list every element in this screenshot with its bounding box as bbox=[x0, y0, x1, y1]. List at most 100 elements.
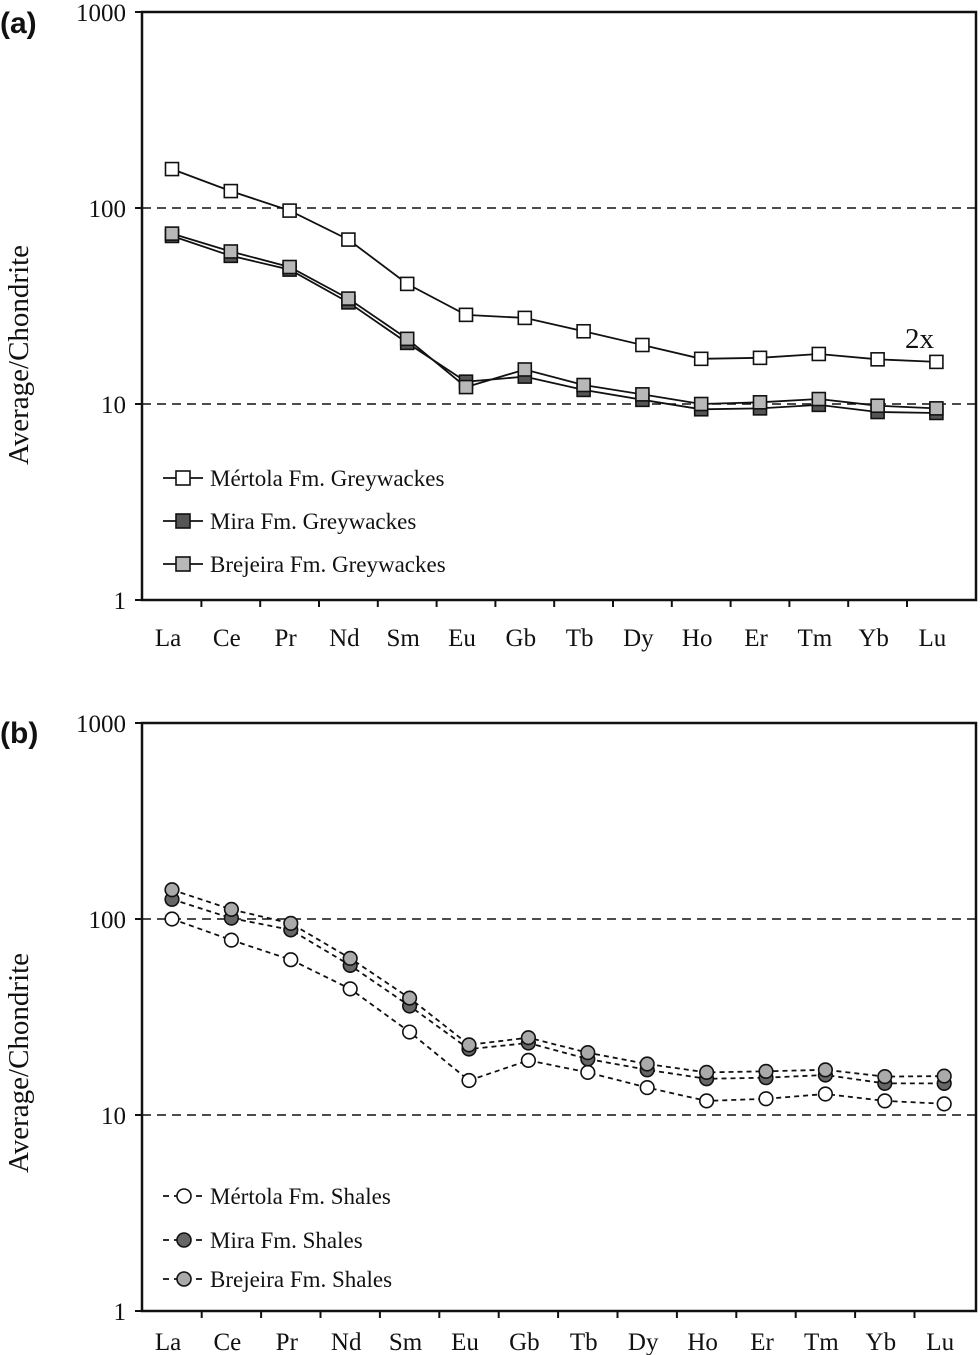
data-point-mertola-fm-greywackes-yb bbox=[870, 352, 885, 367]
x-tick-label: Ce bbox=[214, 1329, 242, 1355]
y-axis-label: Average/Chondrite bbox=[3, 953, 35, 1173]
data-point-brejeira-fm-shales-yb bbox=[877, 1069, 893, 1085]
data-point-mertola-fm-shales-yb bbox=[877, 1093, 893, 1109]
data-point-mertola-fm-shales-la bbox=[164, 911, 180, 927]
x-tick-label: Eu bbox=[448, 625, 476, 652]
data-point-brejeira-fm-greywackes-tm bbox=[811, 391, 827, 407]
panel-a: (a) Average/Chondrite 1 10 100 1000 La Ce Pr N… bbox=[0, 0, 978, 652]
x-tick-label: Tm bbox=[804, 1329, 839, 1355]
x-tick-label: Nd bbox=[331, 1329, 362, 1355]
x-tick-label: Pr bbox=[274, 625, 297, 652]
panel-label: (a) bbox=[0, 7, 37, 40]
series-points bbox=[164, 161, 944, 421]
legend-label: Mira Fm. Greywackes bbox=[210, 509, 416, 534]
series-points bbox=[164, 882, 952, 1112]
data-point-brejeira-fm-shales-sm bbox=[402, 990, 418, 1006]
data-point-mertola-fm-greywackes-dy bbox=[635, 337, 650, 353]
data-point-brejeira-fm-shales-nd bbox=[342, 950, 358, 966]
data-point-mertola-fm-greywackes-gb bbox=[517, 310, 533, 326]
data-point-brejeira-fm-shales-eu bbox=[461, 1037, 477, 1053]
y-tick-label: 10 bbox=[101, 392, 126, 419]
data-point-brejeira-fm-greywackes-ce bbox=[223, 244, 239, 259]
legend: Mértola Fm. Shales Mira Fm. Shales Brejeir… bbox=[163, 1184, 392, 1292]
series-line-brejeira-fm-shales bbox=[171, 888, 945, 1078]
data-point-mertola-fm-greywackes-ho bbox=[693, 351, 709, 367]
data-point-mertola-fm-shales-tm bbox=[817, 1086, 834, 1102]
legend-label: Mértola Fm. Shales bbox=[210, 1184, 391, 1209]
data-point-mertola-fm-greywackes-tm bbox=[811, 346, 827, 362]
data-point-brejeira-fm-shales-ce bbox=[223, 901, 239, 917]
data-point-brejeira-fm-greywackes-la bbox=[164, 226, 180, 241]
data-point-brejeira-fm-shales-tm bbox=[817, 1062, 834, 1078]
legend-marker bbox=[176, 1271, 192, 1287]
x-tick-label: Ce bbox=[213, 625, 241, 652]
legend-item-mira-fm-shales: Mira Fm. Shales bbox=[163, 1228, 363, 1253]
y-ticks: 1 10 100 1000 bbox=[76, 711, 142, 1326]
x-tick-label: Er bbox=[750, 1329, 774, 1355]
legend-item-mira-fm-greywackes: Mira Fm. Greywackes bbox=[163, 509, 416, 534]
x-tick-label: Dy bbox=[628, 1329, 659, 1355]
data-point-mertola-fm-shales-pr bbox=[283, 952, 299, 968]
x-tick-label: Sm bbox=[389, 1329, 423, 1355]
series-lines bbox=[171, 168, 937, 414]
data-point-mertola-fm-shales-tb bbox=[580, 1064, 596, 1080]
data-point-mertola-fm-greywackes-la bbox=[164, 161, 180, 177]
legend-item-brejeira-fm-greywackes: Brejeira Fm. Greywackes bbox=[163, 552, 446, 577]
y-tick-label: 10 bbox=[101, 1103, 126, 1130]
series-line-mertola-fm-greywackes bbox=[171, 168, 937, 363]
data-point-brejeira-fm-greywackes-dy bbox=[635, 387, 650, 402]
legend-marker bbox=[176, 1232, 192, 1248]
x-ticks: La Ce Pr Nd Sm Eu Gb Tb Dy Ho Er Tm Yb Lu bbox=[155, 600, 947, 652]
y-tick-label: 1 bbox=[114, 1299, 127, 1326]
x-tick-label: Yb bbox=[858, 625, 889, 652]
y-tick-label: 1000 bbox=[76, 0, 126, 27]
plot-frame bbox=[140, 721, 978, 1313]
legend-label: Mértola Fm. Greywackes bbox=[210, 466, 444, 491]
x-tick-label: Lu bbox=[919, 625, 947, 652]
reference-lines bbox=[142, 918, 976, 1116]
data-point-brejeira-fm-shales-pr bbox=[283, 915, 299, 931]
data-point-mertola-fm-greywackes-ce bbox=[223, 183, 239, 199]
legend-marker bbox=[175, 513, 191, 529]
data-point-brejeira-fm-shales-la bbox=[164, 882, 180, 898]
legend-marker bbox=[175, 556, 191, 572]
data-point-mertola-fm-shales-sm bbox=[402, 1024, 418, 1040]
data-point-mertola-fm-shales-ce bbox=[223, 932, 239, 948]
panel-label: (b) bbox=[0, 717, 38, 750]
data-point-mertola-fm-shales-ho bbox=[698, 1093, 715, 1109]
legend-item-brejeira-fm-shales: Brejeira Fm. Shales bbox=[163, 1267, 392, 1292]
data-point-mertola-fm-greywackes-nd bbox=[341, 232, 356, 247]
data-point-brejeira-fm-shales-ho bbox=[698, 1064, 715, 1080]
x-tick-label: Gb bbox=[506, 625, 537, 652]
series-line-mira-fm-shales bbox=[171, 898, 945, 1085]
x-tick-label: Gb bbox=[509, 1329, 540, 1355]
x-tick-label: Lu bbox=[926, 1329, 954, 1355]
data-point-brejeira-fm-greywackes-tb bbox=[576, 377, 591, 393]
data-point-mertola-fm-shales-nd bbox=[342, 981, 358, 997]
x-tick-label: Eu bbox=[451, 1329, 479, 1355]
data-point-brejeira-fm-shales-lu bbox=[936, 1068, 952, 1084]
data-point-brejeira-fm-greywackes-lu bbox=[929, 401, 944, 416]
y-tick-label: 1000 bbox=[76, 711, 126, 738]
x-tick-label: Nd bbox=[329, 625, 360, 652]
x-tick-label: Sm bbox=[387, 625, 421, 652]
x-tick-label: La bbox=[155, 1329, 181, 1355]
data-point-mertola-fm-shales-eu bbox=[461, 1072, 477, 1089]
x-tick-label: Er bbox=[744, 625, 768, 652]
legend-label: Brejeira Fm. Greywackes bbox=[210, 552, 446, 577]
data-point-mertola-fm-shales-lu bbox=[936, 1096, 952, 1112]
y-axis-label: Average/Chondrite bbox=[3, 245, 35, 465]
plot-frame bbox=[140, 10, 978, 602]
legend-marker bbox=[176, 1188, 192, 1204]
series-line-mira-fm-greywackes bbox=[171, 235, 937, 414]
data-point-mertola-fm-greywackes-pr bbox=[282, 203, 297, 218]
y-tick-label: 1 bbox=[114, 588, 127, 615]
data-point-brejeira-fm-greywackes-ho bbox=[693, 396, 709, 412]
y-tick-label: 100 bbox=[89, 907, 127, 934]
series-line-mertola-fm-shales bbox=[171, 918, 945, 1105]
data-point-brejeira-fm-shales-gb bbox=[520, 1030, 537, 1046]
data-point-brejeira-fm-shales-er bbox=[758, 1063, 774, 1079]
data-point-mertola-fm-shales-er bbox=[758, 1091, 774, 1107]
y-ticks: 1 10 100 1000 bbox=[76, 0, 142, 615]
